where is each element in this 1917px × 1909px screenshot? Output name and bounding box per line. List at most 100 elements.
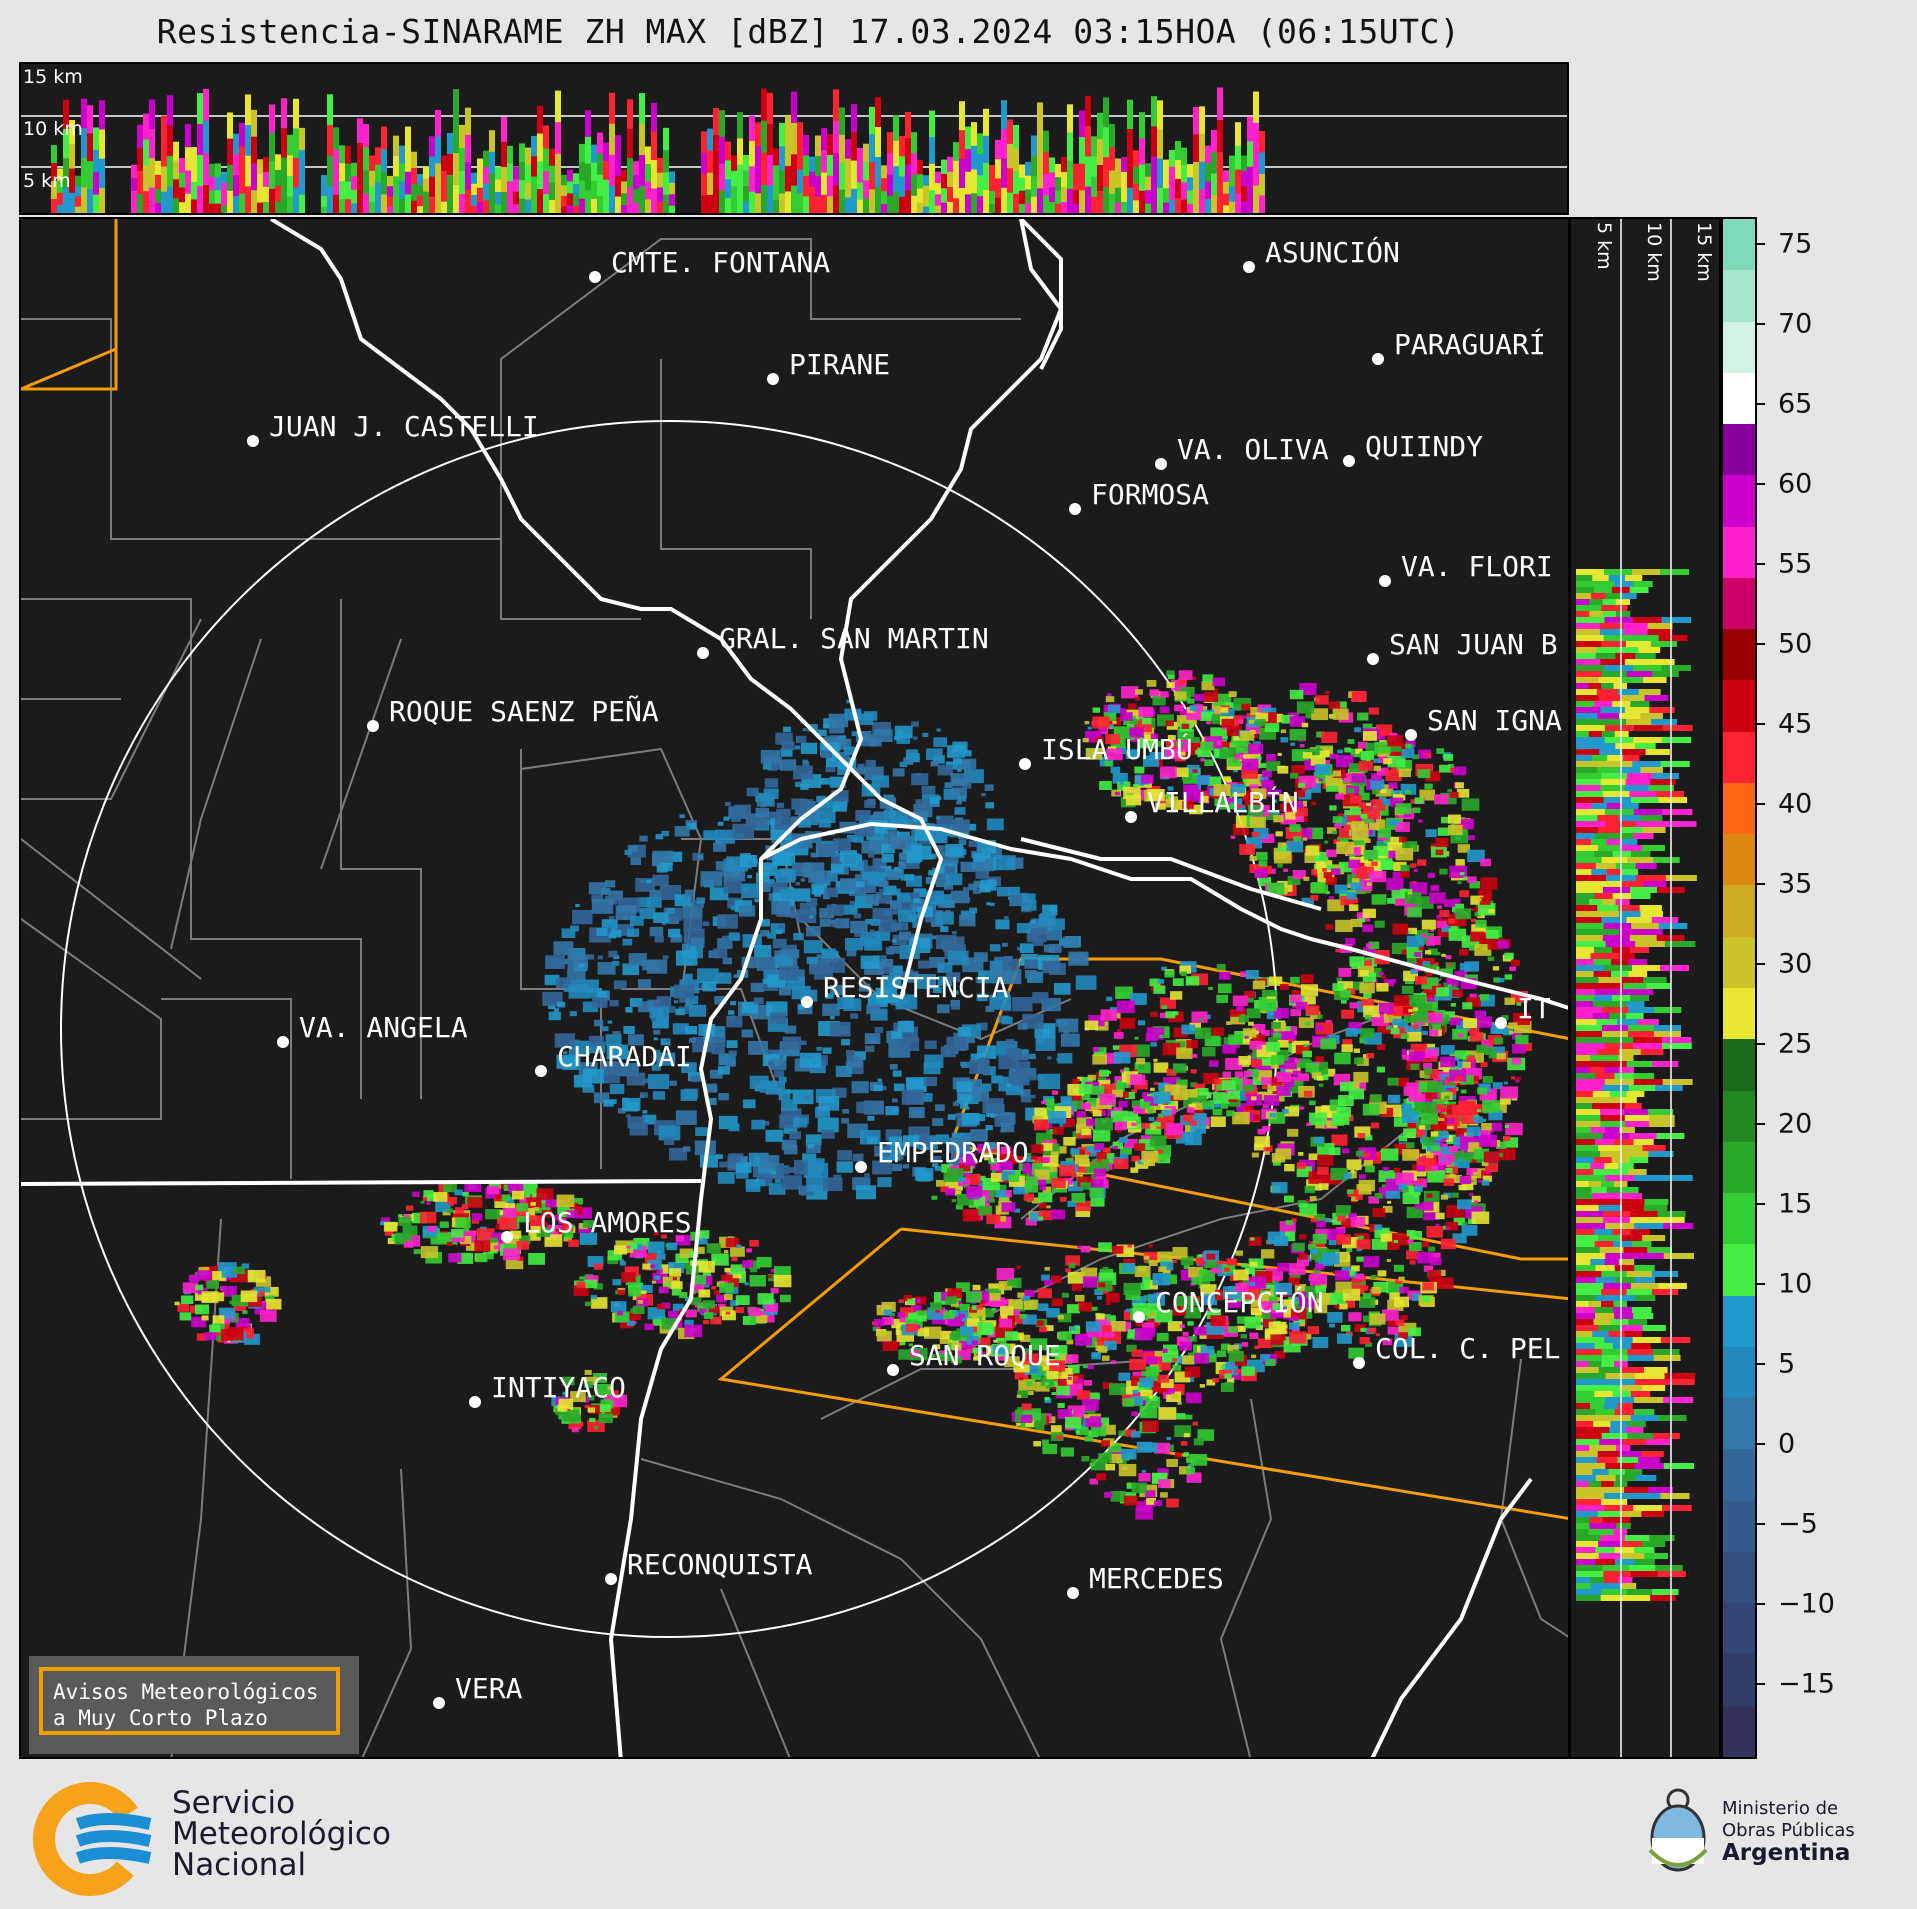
colorbar-tick-mark xyxy=(1757,643,1765,645)
city-label: VA. FLORI xyxy=(1401,550,1553,583)
colorbar-tick-label: 75 xyxy=(1778,228,1813,260)
colorbar-segment xyxy=(1723,372,1755,425)
colorbar-segment xyxy=(1723,1500,1755,1552)
city-marker xyxy=(1067,1587,1079,1599)
smn-line-2: Meteorológico xyxy=(172,1816,391,1852)
side-cross-section-panel xyxy=(1569,217,1721,1759)
ministerio-seal xyxy=(1640,1780,1716,1884)
colorbar-segment xyxy=(1723,680,1755,732)
colorbar-tick-label: 40 xyxy=(1778,788,1813,820)
warning-legend: Avisos Meteorológicos a Muy Corto Plazo xyxy=(39,1667,340,1735)
city-label: ISLA UMBÚ xyxy=(1041,732,1193,766)
city-marker xyxy=(1343,455,1355,467)
colorbar-segment xyxy=(1723,475,1755,527)
city-marker xyxy=(1495,1017,1507,1029)
colorbar-tick-label: 70 xyxy=(1778,308,1813,340)
city-label: VA. ANGELA xyxy=(299,1011,468,1044)
argentina-seal-icon xyxy=(1648,1788,1708,1872)
colorbar-tick-label: −10 xyxy=(1778,1588,1835,1620)
city-label: SAN IGNA xyxy=(1427,704,1562,737)
colorbar-tick-mark xyxy=(1757,243,1765,245)
top-cross-section-panel: 15 km 10 km 5 km xyxy=(19,62,1569,215)
colorbar-segment xyxy=(1723,834,1755,886)
colorbar-tick-mark xyxy=(1757,1283,1765,1285)
city-label: IT xyxy=(1517,992,1551,1025)
city-label: SAN ROQUE xyxy=(909,1339,1061,1372)
city-marker xyxy=(1372,353,1384,365)
smn-logo-text: Servicio Meteorológico Nacional xyxy=(172,1788,391,1881)
city-marker xyxy=(589,271,601,283)
city-label: PIRANE xyxy=(789,348,890,381)
clutter-echoes xyxy=(542,699,1097,1200)
colorbar-segment xyxy=(1723,1346,1755,1399)
colorbar-tick-label: 60 xyxy=(1778,468,1813,500)
city-label: JUAN J. CASTELLI xyxy=(269,410,539,443)
city-marker xyxy=(501,1231,513,1243)
colorbar-tick-label: 30 xyxy=(1778,948,1813,980)
colorbar-segment xyxy=(1723,1654,1755,1706)
colorbar-tick-mark xyxy=(1757,1683,1765,1685)
colorbar-segment xyxy=(1723,219,1755,271)
ministerio-line-2: Obras Públicas xyxy=(1722,1820,1855,1841)
city-label: RESISTENCIA xyxy=(823,971,1009,1004)
colorbar-tick-mark xyxy=(1757,483,1765,485)
colorbar-tick-mark xyxy=(1757,883,1765,885)
city-label: SAN JUAN B xyxy=(1389,628,1558,661)
city-marker xyxy=(1379,575,1391,587)
colorbar-segment xyxy=(1723,1193,1755,1245)
colorbar-tick-label: 65 xyxy=(1778,388,1813,420)
colorbar-tick-label: 55 xyxy=(1778,548,1813,580)
city-label: FORMOSA xyxy=(1091,478,1209,511)
city-label: INTIYACO xyxy=(491,1371,626,1404)
chart-title: Resistencia-SINARAME ZH MAX [dBZ] 17.03.… xyxy=(156,12,1461,51)
city-marker xyxy=(1019,758,1031,770)
smn-logo xyxy=(30,1779,162,1903)
colorbar-tick-label: 35 xyxy=(1778,868,1813,900)
colorbar-tick-mark xyxy=(1757,1123,1765,1125)
ministerio-text: Ministerio de Obras Públicas Argentina xyxy=(1722,1798,1855,1866)
city-marker xyxy=(535,1065,547,1077)
radar-map: CMTE. FONTANA ASUNCIÓN PARAGUARÍ PIRANE JUAN… xyxy=(19,217,1570,1759)
city-marker xyxy=(605,1573,617,1585)
colorbar-tick-mark xyxy=(1757,1203,1765,1205)
city-markers: CMTE. FONTANA ASUNCIÓN PARAGUARÍ PIRANE JUAN… xyxy=(247,235,1562,1709)
colorbar-tick-label: 45 xyxy=(1778,708,1813,740)
city-marker xyxy=(1125,811,1137,823)
colorbar-segment xyxy=(1723,629,1755,681)
colorbar-tick-mark xyxy=(1757,1523,1765,1525)
city-marker xyxy=(1243,261,1255,273)
city-label: ROQUE SAENZ PEÑA xyxy=(389,694,659,728)
colorbar-segment xyxy=(1723,1039,1755,1091)
city-marker xyxy=(1155,458,1167,470)
ministerio-line-3: Argentina xyxy=(1722,1840,1851,1866)
colorbar-tick-label: −15 xyxy=(1778,1668,1835,1700)
city-label: PARAGUARÍ xyxy=(1394,327,1546,361)
side-alt-15: 15 km xyxy=(1693,222,1715,282)
city-marker xyxy=(1367,653,1379,665)
colorbar-tick-label: 5 xyxy=(1778,1348,1796,1380)
colorbar-tick-mark xyxy=(1757,1443,1765,1445)
city-marker xyxy=(1133,1311,1145,1323)
side-cross-section-echoes xyxy=(1576,219,1697,1757)
colorbar-segment xyxy=(1723,526,1755,578)
colorbar-segment xyxy=(1723,936,1755,988)
smn-line-3: Nacional xyxy=(172,1847,307,1883)
legend-line-1: Avisos Meteorológicos xyxy=(53,1680,319,1704)
colorbar-tick-label: 25 xyxy=(1778,1028,1813,1060)
colorbar-segment xyxy=(1723,270,1755,322)
colorbar-segment xyxy=(1723,1551,1755,1604)
colorbar-segment xyxy=(1723,782,1755,835)
colorbar-segment xyxy=(1723,885,1755,937)
city-label: EMPEDRADO xyxy=(877,1136,1029,1169)
colorbar-segment xyxy=(1723,424,1755,476)
colorbar-segment xyxy=(1723,577,1755,630)
ministerio-line-1: Ministerio de xyxy=(1722,1798,1839,1819)
side-alt-5: 5 km xyxy=(1593,222,1615,270)
colorbar-tick-mark xyxy=(1757,1603,1765,1605)
top-cross-section-echoes xyxy=(21,87,1567,213)
colorbar-tick-mark xyxy=(1757,963,1765,965)
city-label: VILLALBÍN xyxy=(1147,785,1299,819)
city-marker xyxy=(433,1697,445,1709)
side-alt-10: 10 km xyxy=(1643,222,1665,282)
colorbar-segment xyxy=(1723,987,1755,1040)
